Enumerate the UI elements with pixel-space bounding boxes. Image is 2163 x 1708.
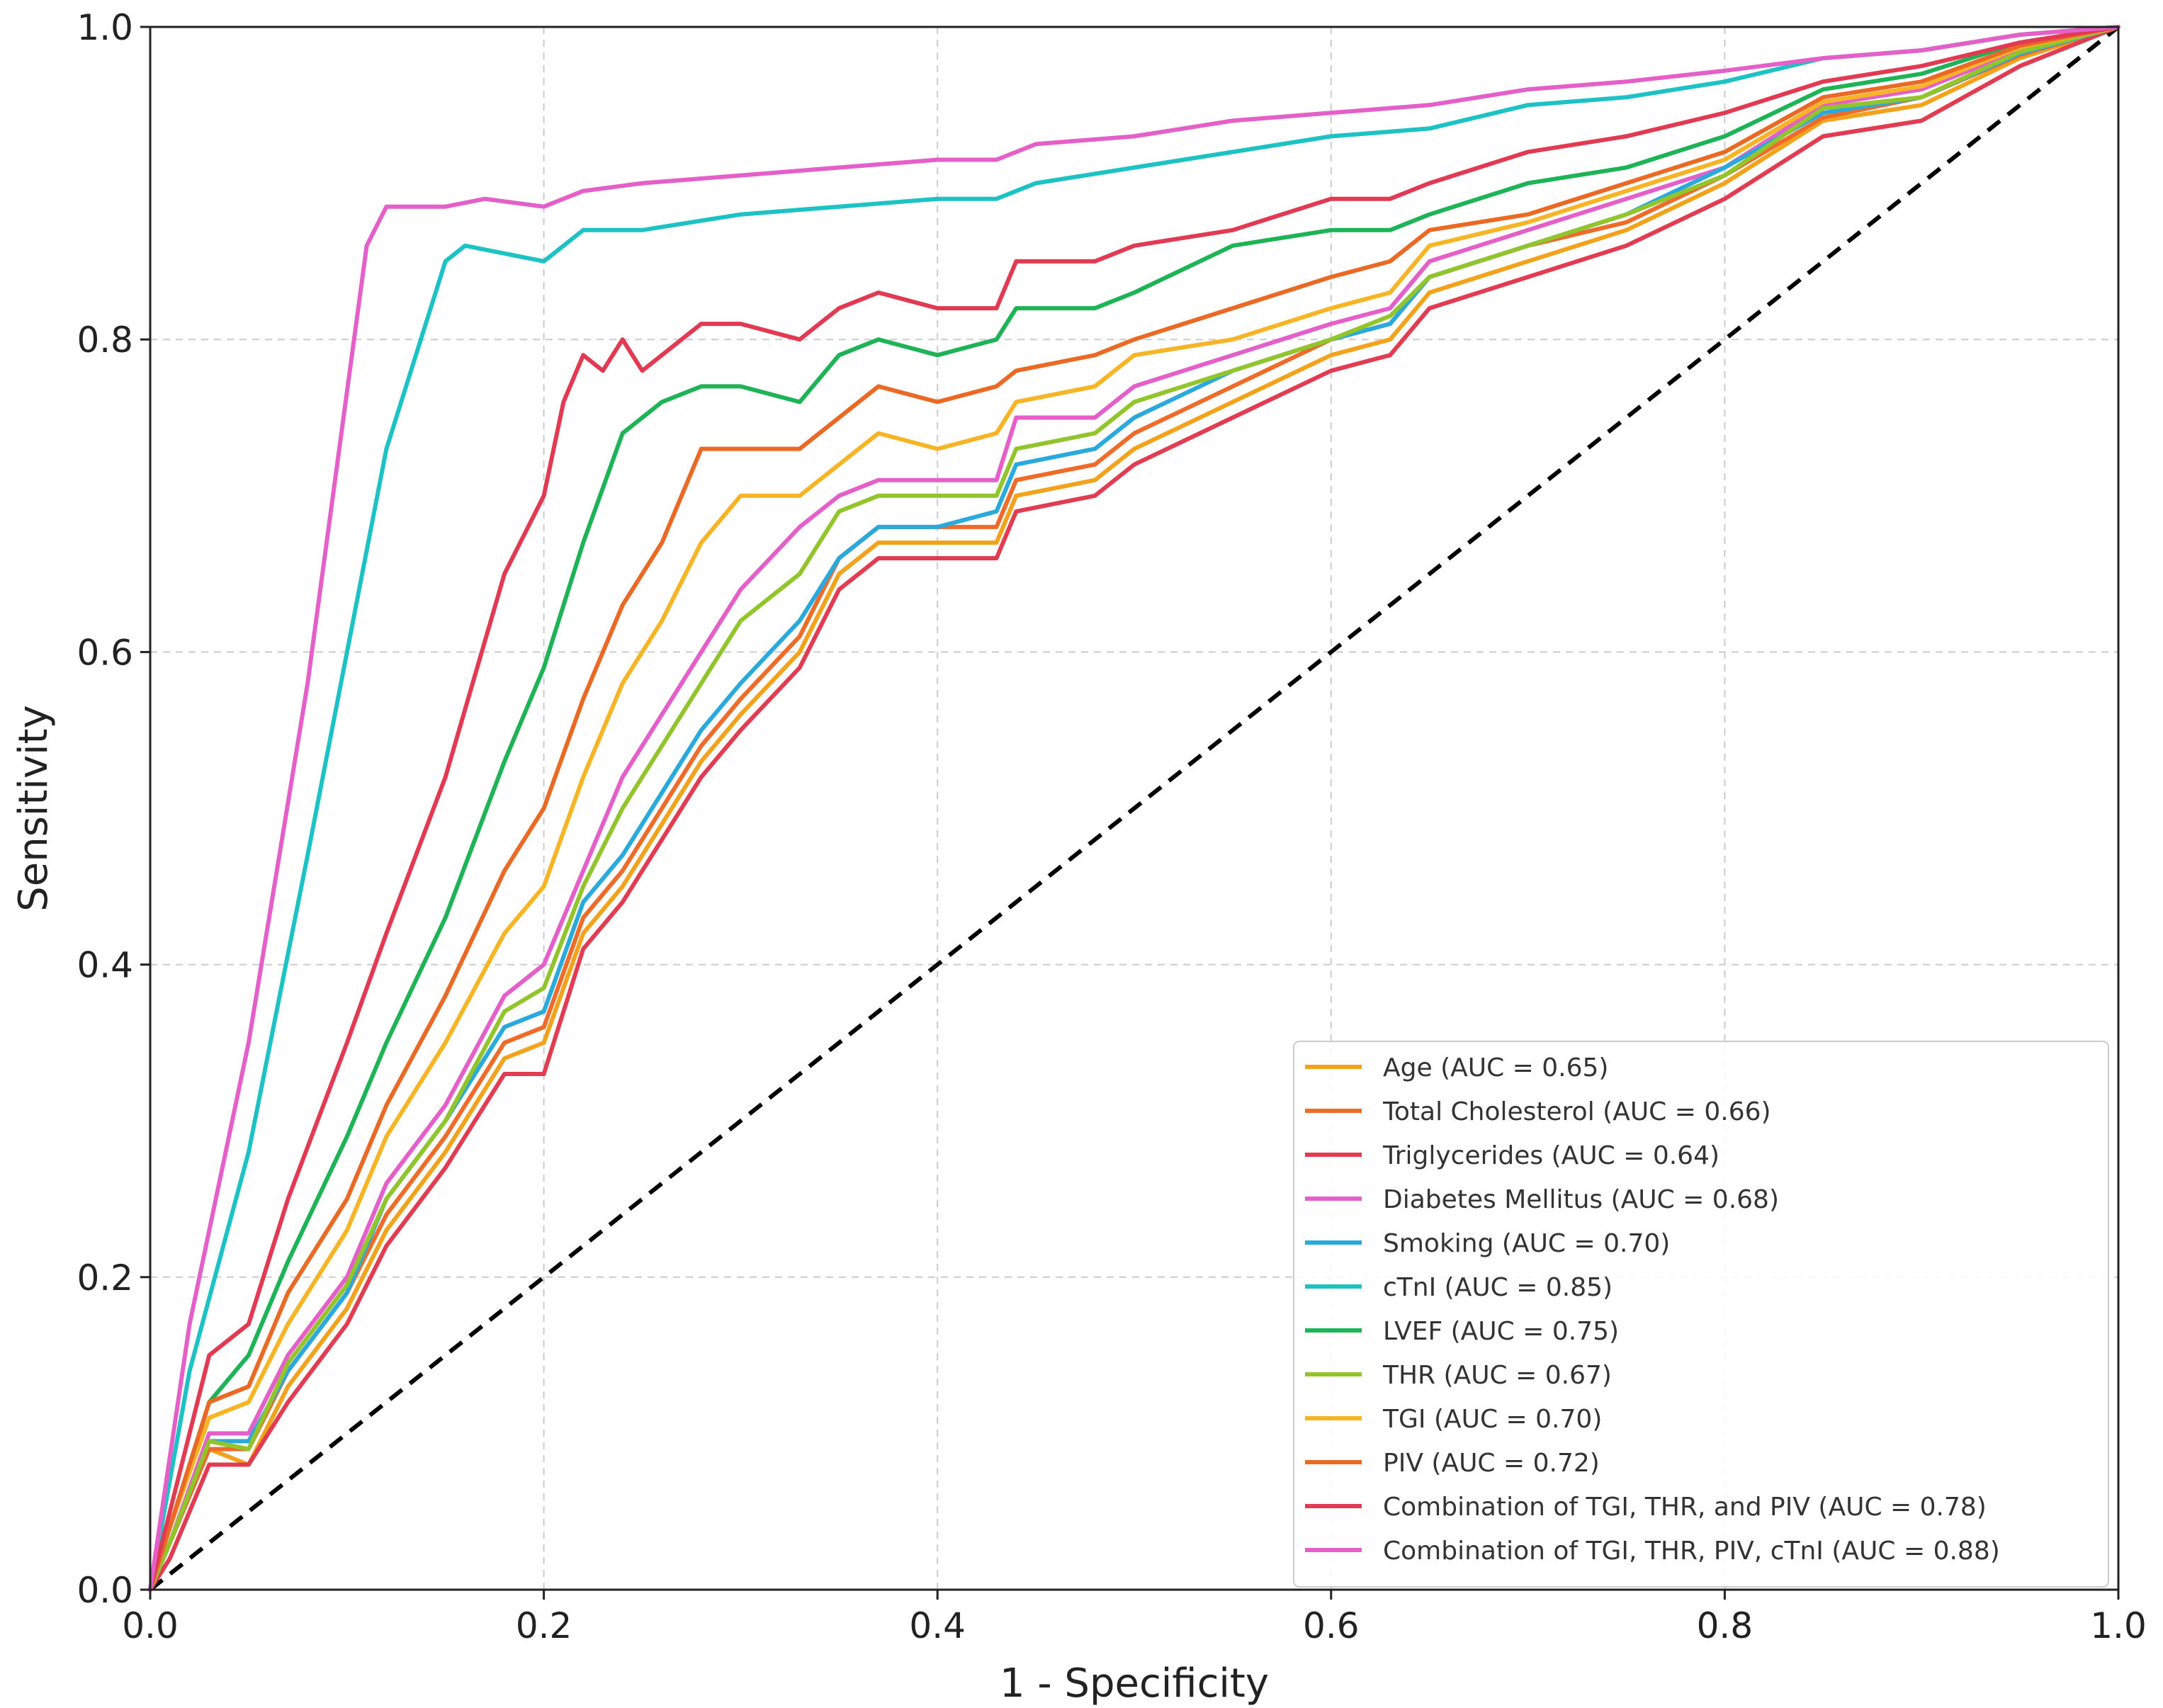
- y-tick-label: 1.0: [77, 7, 133, 48]
- legend-entry-label: Diabetes Mellitus (AUC = 0.68): [1383, 1185, 1779, 1214]
- series-line-3: [148, 25, 2120, 1592]
- series-line-4: [148, 25, 2120, 1592]
- y-tick-label: 0.2: [77, 1257, 133, 1299]
- x-tick-label: 0.8: [1697, 1605, 1753, 1646]
- y-tick-label: 0.0: [77, 1570, 133, 1611]
- legend: Age (AUC = 0.65) Total Cholesterol (AUC =…: [1293, 1041, 2109, 1588]
- x-tick-label: 0.6: [1303, 1605, 1360, 1646]
- axis-ticks: 0.0 0.2 0.4 0.6 0.8 1.0 0.0 0.2 0.4 0.6 0.8 1.0: [77, 7, 2146, 1646]
- y-tick-label: 0.8: [77, 319, 133, 361]
- legend-entry-label: Triglycerides (AUC = 0.64): [1382, 1141, 1719, 1170]
- reference-diagonal-line: [149, 25, 2120, 1592]
- plot-frame: [149, 26, 2120, 1591]
- legend-entry-label: Combination of TGI, THR, PIV, cTnI (AUC …: [1383, 1537, 2000, 1566]
- legend-entry-label: Smoking (AUC = 0.70): [1383, 1229, 1670, 1258]
- series-line-9: [148, 25, 2120, 1592]
- legend-entry-label: TGI (AUC = 0.70): [1382, 1405, 1602, 1434]
- series-line-7: [148, 25, 2120, 1592]
- y-tick-label: 0.6: [77, 632, 133, 673]
- legend-entry-label: PIV (AUC = 0.72): [1383, 1449, 1600, 1478]
- series-lines: [148, 25, 2120, 1592]
- x-tick-label: 0.2: [516, 1605, 572, 1646]
- y-axis-label: Sensitivity: [11, 705, 57, 912]
- series-line-8: [148, 25, 2120, 1592]
- legend-entry-label: Age (AUC = 0.65): [1383, 1053, 1608, 1082]
- series-line-6: [148, 25, 2120, 1592]
- series-line-11: [148, 25, 2120, 1592]
- legend-entry-label: Combination of TGI, THR, and PIV (AUC = …: [1383, 1493, 1987, 1522]
- series-line-10: [148, 25, 2120, 1592]
- x-tick-label: 1.0: [2090, 1605, 2147, 1646]
- legend-box: [1293, 1041, 2109, 1588]
- legend-entry-label: Total Cholesterol (AUC = 0.66): [1382, 1097, 1771, 1126]
- x-axis-label: 1 - Specificity: [1000, 1661, 1269, 1707]
- series-line-1: [148, 25, 2120, 1592]
- x-tick-label: 0.4: [909, 1605, 966, 1646]
- series-line-12: [148, 25, 2120, 1592]
- y-tick-label: 0.4: [77, 945, 133, 986]
- legend-entry-label: cTnI (AUC = 0.85): [1383, 1273, 1613, 1302]
- x-tick-label: 0.0: [122, 1605, 179, 1646]
- legend-entry-label: LVEF (AUC = 0.75): [1383, 1317, 1619, 1346]
- legend-entry-label: THR (AUC = 0.67): [1382, 1361, 1612, 1390]
